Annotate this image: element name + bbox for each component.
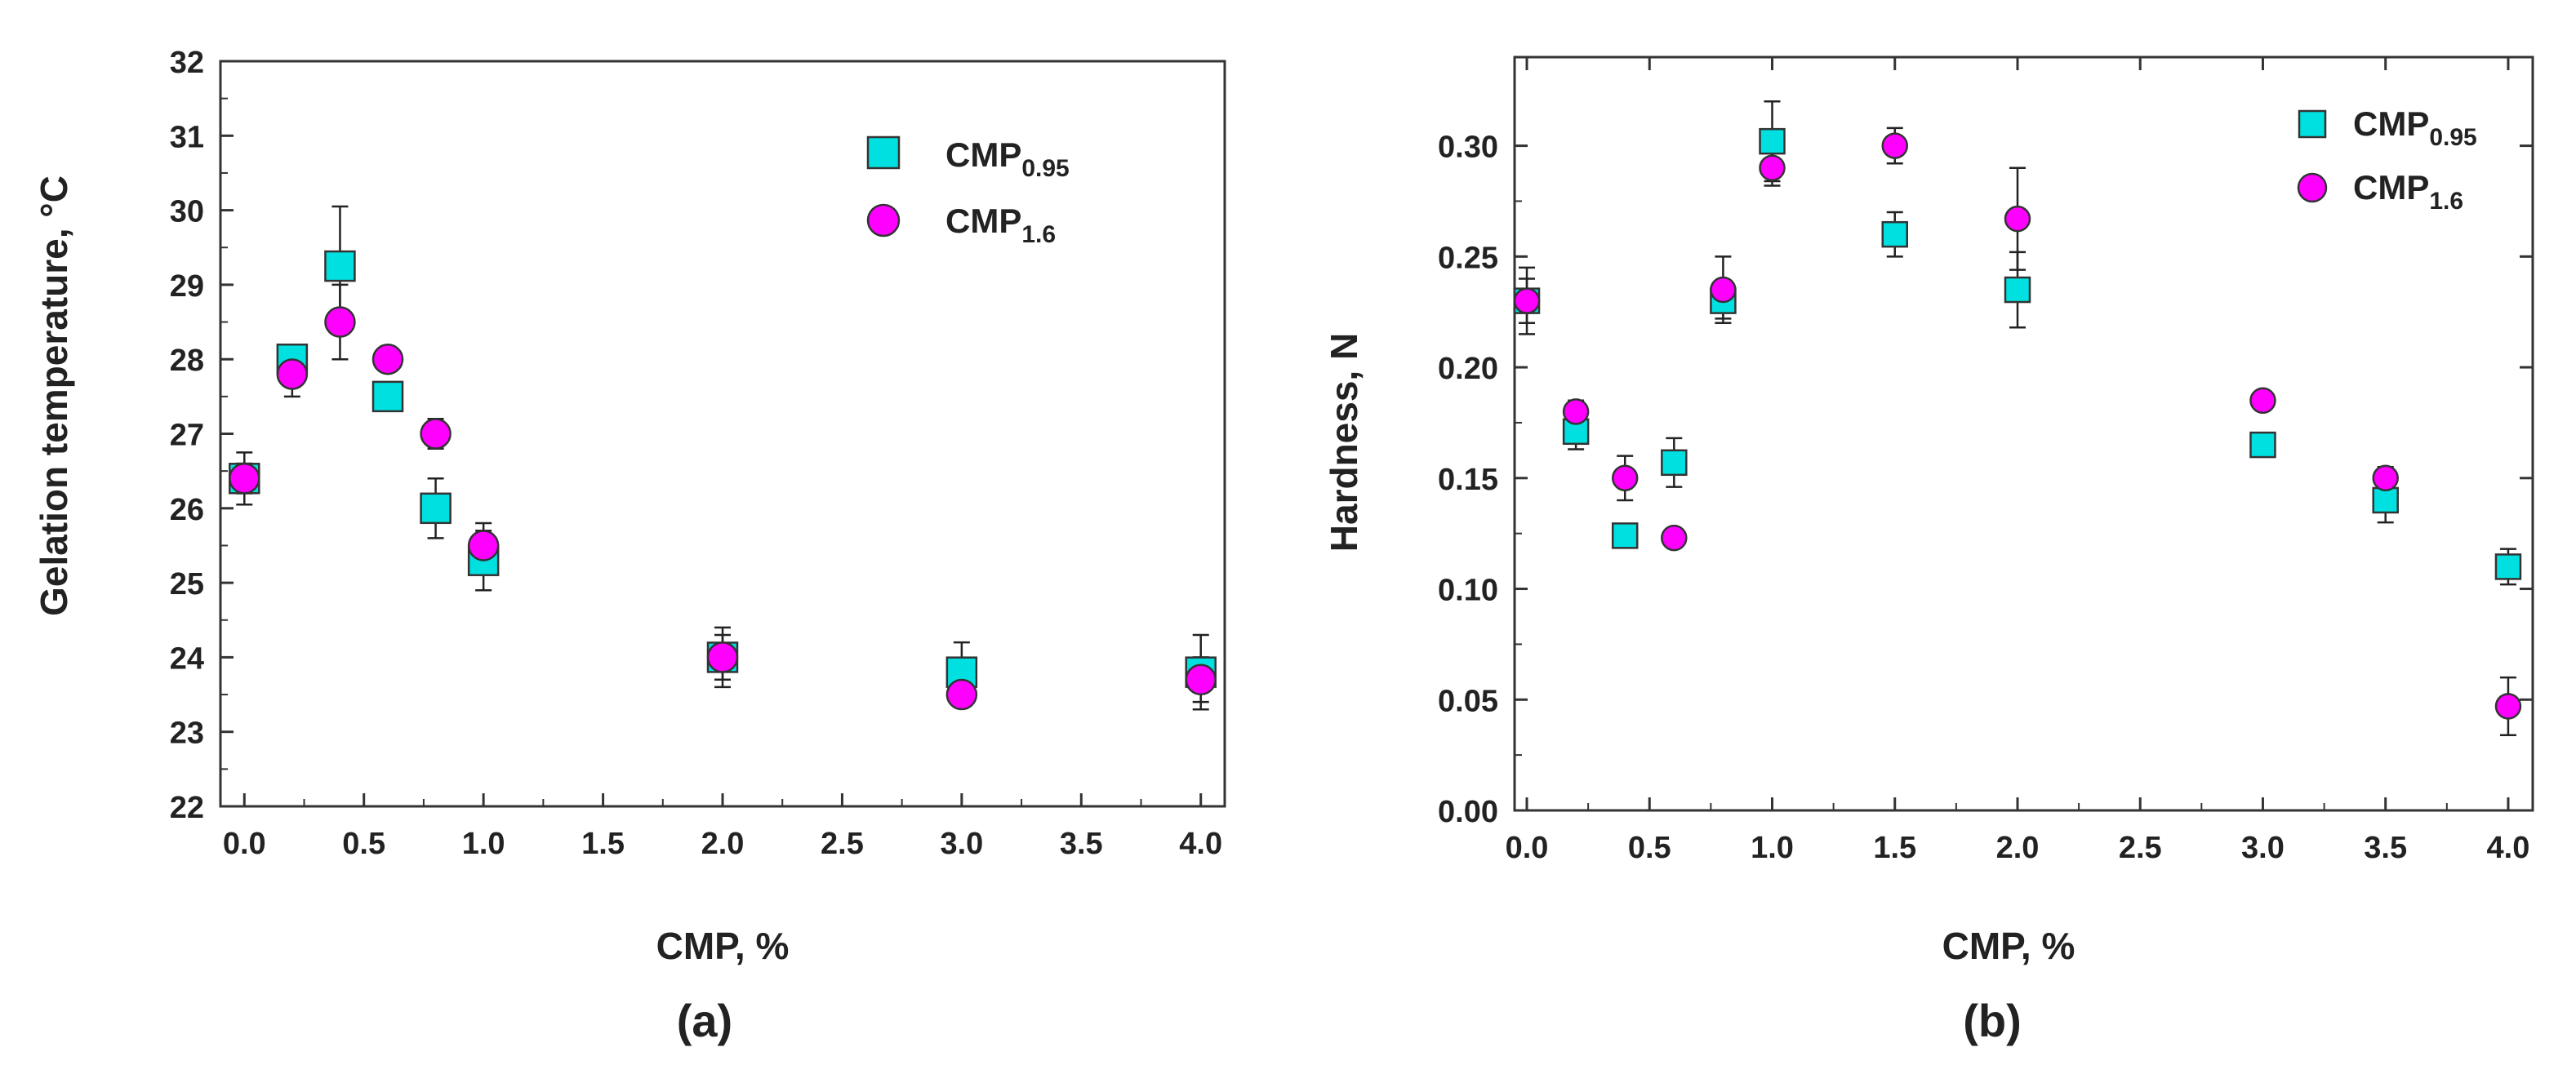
ticks-a: 0.0 0.5 1.0 1.5 2.0 2.5 3.0 3.5 4.0 22 23 24 25 26 27 2… — [170, 46, 1222, 861]
y-axis-title-b: Hardness, N — [1323, 333, 1365, 552]
legend-label-cmp095-a: CMP0.95 — [945, 135, 1070, 182]
y-tick-label-b: 0.00 — [1438, 795, 1498, 829]
point-circle-a — [945, 678, 978, 711]
x-tick-label-b: 4.0 — [2487, 831, 2530, 865]
point-circle-b — [1562, 398, 1590, 425]
y-tick-label-a: 25 — [170, 567, 204, 601]
point-circle-a — [371, 343, 404, 375]
y-tick-label-a: 32 — [170, 46, 204, 80]
point-circle-b — [1611, 464, 1639, 492]
y-tick-label-b: 0.10 — [1438, 574, 1498, 608]
point-square-b — [2004, 276, 2031, 304]
y-tick-label-b: 0.20 — [1438, 352, 1498, 386]
legend-label-cmp095-b: CMP0.95 — [2353, 104, 2477, 151]
legend-circle-marker-b — [2297, 172, 2328, 203]
point-circle-b — [1710, 276, 1737, 304]
point-circle-a — [276, 358, 309, 390]
point-circle-a — [1185, 664, 1217, 696]
point-square-a — [371, 380, 404, 413]
point-square-b — [2249, 431, 2276, 459]
x-tick-label-a: 3.0 — [940, 827, 983, 861]
point-circle-a — [467, 530, 500, 561]
point-square-b — [2372, 486, 2399, 514]
y-axis-title-a: Gelation temperature, °C — [33, 175, 75, 616]
y-tick-label-a: 31 — [170, 120, 204, 154]
point-circle-a — [229, 463, 260, 495]
point-circle-b — [2004, 205, 2031, 233]
legend-square-marker-b — [2298, 109, 2327, 139]
y-tick-label-b: 0.05 — [1438, 684, 1498, 718]
plot-frame-b — [1513, 55, 2534, 812]
y-tick-label-a: 26 — [170, 493, 204, 527]
x-tick-label-a: 1.5 — [581, 827, 625, 861]
x-tick-label-a: 1.0 — [462, 827, 505, 861]
y-tick-label-a: 23 — [170, 717, 204, 751]
point-square-b — [1661, 449, 1688, 477]
ticks-b: 0.0 0.5 1.0 1.5 2.0 2.5 3.0 3.5 4.0 0.00 0.05 0.10 0… — [1438, 57, 2533, 865]
x-tick-label-a: 4.0 — [1179, 827, 1222, 861]
y-tick-label-a: 28 — [170, 344, 204, 378]
point-square-b — [1759, 127, 1786, 155]
panel-label-b: (b) — [1963, 995, 2022, 1046]
point-square-a — [324, 250, 356, 282]
x-tick-label-a: 2.0 — [701, 827, 745, 861]
legend-label-cmp16-a: CMP1.6 — [945, 202, 1056, 248]
y-tick-label-a: 24 — [170, 641, 204, 676]
point-square-a — [420, 492, 452, 525]
plot-frame-a — [219, 60, 1226, 808]
point-square-b — [1881, 220, 1908, 248]
y-tick-label-a: 22 — [170, 791, 204, 825]
data-points-b — [1513, 100, 2522, 736]
y-tick-label-b: 0.15 — [1438, 463, 1498, 497]
chart-panel-a: 0.0 0.5 1.0 1.5 2.0 2.5 3.0 3.5 4.0 22 23 24 25 26 27 2… — [33, 46, 1226, 1046]
legend-square-marker-a — [866, 135, 901, 170]
plot-area-b — [1513, 55, 2534, 812]
point-circle-a — [706, 641, 739, 673]
x-tick-label-a: 3.5 — [1060, 827, 1103, 861]
x-tick-label-b: 1.5 — [1873, 831, 1916, 865]
point-circle-b — [2494, 693, 2522, 720]
x-tick-label-a: 0.5 — [342, 827, 385, 861]
x-tick-label-b: 3.5 — [2364, 831, 2407, 865]
y-tick-label-b: 0.30 — [1438, 131, 1498, 165]
point-square-b — [2494, 553, 2522, 580]
x-tick-label-a: 2.5 — [821, 827, 864, 861]
point-circle-b — [1759, 154, 1786, 181]
data-points-a — [229, 205, 1217, 711]
x-tick-label-b: 2.5 — [2119, 831, 2162, 865]
legend-a: CMP0.95 CMP1.6 — [866, 135, 1070, 248]
point-circle-b — [2249, 387, 2276, 415]
chart-panel-b: 0.0 0.5 1.0 1.5 2.0 2.5 3.0 3.5 4.0 0.00 0.05 0.10 0… — [1323, 55, 2534, 1046]
point-circle-a — [324, 306, 356, 338]
x-tick-label-b: 0.0 — [1506, 831, 1549, 865]
plot-area-a — [219, 60, 1226, 808]
x-tick-label-b: 2.0 — [1996, 831, 2040, 865]
x-axis-title-a: CMP, % — [656, 925, 790, 967]
y-tick-label-a: 30 — [170, 195, 204, 229]
point-square-b — [1611, 522, 1639, 549]
legend-b: CMP0.95 CMP1.6 — [2297, 104, 2477, 215]
point-circle-b — [1881, 132, 1908, 159]
legend-label-cmp16-b: CMP1.6 — [2353, 168, 2463, 215]
point-circle-a — [420, 418, 452, 450]
y-tick-label-a: 27 — [170, 419, 204, 453]
x-tick-label-b: 0.5 — [1628, 831, 1671, 865]
x-tick-label-b: 1.0 — [1751, 831, 1794, 865]
y-tick-label-a: 29 — [170, 269, 204, 304]
y-tick-label-b: 0.25 — [1438, 241, 1498, 275]
panel-label-a: (a) — [677, 995, 732, 1046]
point-circle-b — [1513, 287, 1541, 314]
x-tick-label-b: 3.0 — [2241, 831, 2285, 865]
legend-circle-marker-a — [866, 203, 901, 237]
x-tick-label-a: 0.0 — [223, 827, 266, 861]
point-circle-b — [1661, 524, 1688, 552]
x-axis-title-b: CMP, % — [1942, 925, 2075, 967]
point-circle-b — [2372, 464, 2399, 492]
